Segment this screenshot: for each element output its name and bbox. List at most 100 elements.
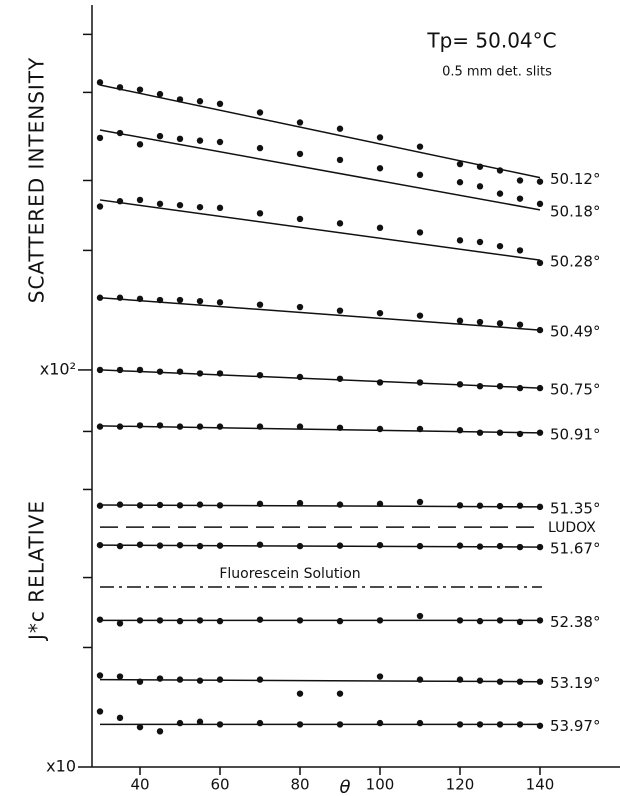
- data-point: [496, 429, 504, 436]
- data-point: [416, 143, 424, 150]
- data-point: [116, 620, 124, 627]
- data-point: [376, 309, 384, 317]
- data-point: [496, 502, 504, 510]
- data-point: [216, 617, 224, 625]
- data-point: [116, 542, 124, 550]
- data-point: [516, 384, 524, 392]
- data-point: [256, 210, 264, 217]
- data-point: [376, 224, 384, 232]
- data-point: [176, 617, 184, 625]
- data-point: [516, 430, 524, 438]
- data-point: [196, 617, 204, 624]
- data-point: [456, 160, 464, 168]
- data-point: [256, 719, 264, 727]
- data-point: [476, 677, 484, 684]
- data-point: [516, 321, 524, 328]
- data-point: [516, 247, 524, 254]
- x-tick-label: 80: [290, 776, 309, 794]
- data-point: [476, 502, 484, 509]
- data-point: [196, 542, 204, 550]
- data-point: [536, 384, 544, 392]
- data-point: [416, 498, 424, 506]
- data-point: [416, 229, 424, 236]
- data-point: [456, 676, 464, 683]
- data-point: [216, 100, 224, 108]
- data-point: [96, 79, 104, 86]
- data-point: [296, 423, 304, 430]
- data-point: [496, 721, 504, 728]
- data-point: [196, 297, 204, 305]
- data-point: [416, 425, 424, 433]
- fit-line: [99, 199, 541, 261]
- data-point: [456, 381, 464, 388]
- data-point: [456, 427, 464, 434]
- data-point: [216, 370, 224, 377]
- series-label: 50.91°: [550, 425, 600, 443]
- data-point: [496, 242, 504, 250]
- data-point: [196, 677, 204, 684]
- data-point: [96, 502, 104, 509]
- data-point: [296, 119, 304, 126]
- data-point: [336, 542, 344, 549]
- x-axis-label: θ: [339, 777, 350, 796]
- data-point: [96, 134, 104, 142]
- data-point: [196, 423, 204, 430]
- data-point: [116, 366, 124, 374]
- data-point: [476, 382, 484, 390]
- data-point: [116, 294, 124, 301]
- fit-line: [99, 504, 541, 508]
- x-tick-label: 120: [446, 776, 475, 794]
- data-point: [336, 501, 344, 508]
- data-point: [476, 238, 484, 246]
- data-point: [456, 721, 464, 728]
- y-axis-label: J*c RELATIVE: [25, 500, 49, 642]
- data-point: [296, 499, 304, 507]
- data-point: [176, 296, 184, 304]
- series-label: 50.49°: [550, 323, 600, 341]
- data-point: [536, 178, 544, 185]
- data-point: [476, 429, 484, 436]
- data-point: [176, 96, 184, 103]
- data-point: [256, 676, 264, 683]
- data-point: [536, 259, 544, 267]
- data-point: [476, 183, 484, 190]
- data-point: [116, 714, 124, 722]
- data-point: [136, 723, 144, 731]
- data-point: [176, 719, 184, 727]
- data-point: [256, 423, 264, 430]
- data-point: [516, 195, 524, 202]
- data-point: [336, 690, 344, 697]
- data-point: [216, 676, 224, 683]
- data-point: [536, 200, 544, 208]
- fluorescein-note: Fluorescein Solution: [219, 566, 360, 582]
- fit-line: [99, 129, 541, 211]
- data-point: [456, 502, 464, 509]
- fit-line: [99, 425, 541, 434]
- data-point: [156, 90, 164, 98]
- data-point: [96, 423, 104, 430]
- data-point: [496, 542, 504, 550]
- temperature-note: Tp= 50.04°C: [426, 29, 556, 53]
- series-label: 53.97°: [550, 717, 600, 735]
- series-label: 52.38°: [550, 613, 600, 631]
- data-point: [416, 612, 424, 620]
- data-point: [196, 137, 204, 144]
- data-point: [536, 678, 544, 685]
- data-point: [336, 375, 344, 382]
- data-point: [196, 370, 204, 377]
- data-point: [156, 728, 164, 735]
- data-point: [296, 617, 304, 624]
- data-point: [376, 500, 384, 508]
- data-point: [456, 542, 464, 549]
- data-point: [496, 678, 504, 685]
- data-point: [296, 303, 304, 311]
- data-point: [176, 502, 184, 509]
- data-point: [336, 156, 344, 164]
- data-point: [136, 366, 144, 374]
- data-point: [156, 617, 164, 624]
- data-point: [156, 675, 164, 682]
- data-point: [336, 617, 344, 625]
- fit-line: [99, 544, 541, 548]
- data-point: [136, 541, 144, 548]
